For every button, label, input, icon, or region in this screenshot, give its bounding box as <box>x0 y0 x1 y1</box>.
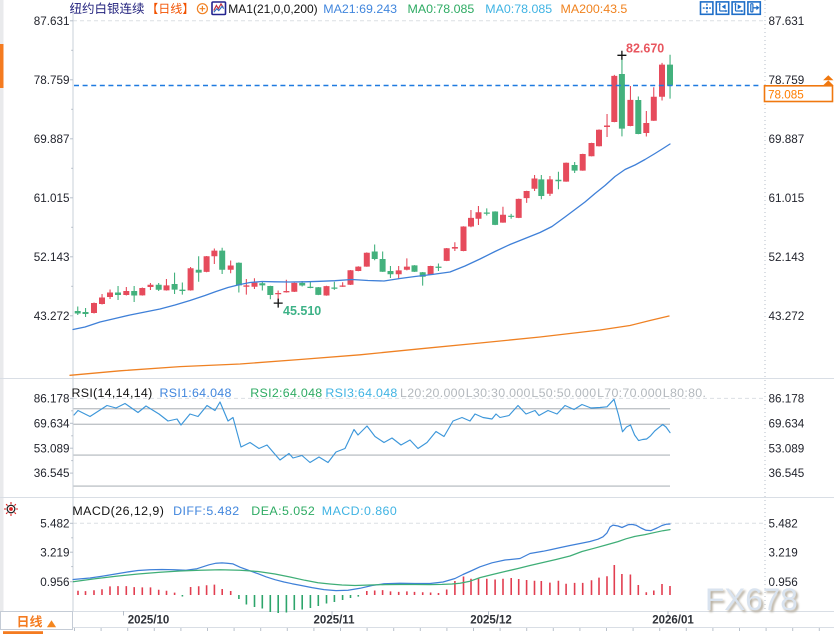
svg-text:61.015: 61.015 <box>769 192 805 205</box>
svg-text:36.545: 36.545 <box>34 467 70 480</box>
svg-text:L30:30.000: L30:30.000 <box>466 386 531 400</box>
svg-text:43.272: 43.272 <box>34 310 70 323</box>
svg-text:2025/12: 2025/12 <box>470 615 512 627</box>
svg-text:L20:20.000: L20:20.000 <box>400 386 465 400</box>
svg-text:69.634: 69.634 <box>769 417 805 430</box>
svg-text:78.759: 78.759 <box>34 74 70 87</box>
svg-text:RSI3:64.048: RSI3:64.048 <box>325 386 397 400</box>
svg-text:87.631: 87.631 <box>769 15 805 28</box>
svg-text:DIFF:5.482: DIFF:5.482 <box>173 504 239 518</box>
svg-text:69.887: 69.887 <box>34 133 70 146</box>
svg-text:69.887: 69.887 <box>769 133 805 146</box>
svg-text:52.143: 52.143 <box>769 251 805 264</box>
svg-text:3.219: 3.219 <box>769 546 798 559</box>
svg-text:MACD(26,12,9): MACD(26,12,9) <box>72 504 164 518</box>
svg-text:MA0:78.085: MA0:78.085 <box>485 2 552 16</box>
svg-text:0.956: 0.956 <box>769 576 798 589</box>
svg-text:MA200:43.5: MA200:43.5 <box>561 2 628 16</box>
svg-text:5.482: 5.482 <box>769 517 798 530</box>
svg-text:RSI2:64.048: RSI2:64.048 <box>250 386 322 400</box>
svg-text:MACD:0.860: MACD:0.860 <box>322 504 397 518</box>
svg-text:DEA:5.052: DEA:5.052 <box>251 504 315 518</box>
svg-text:MA21:69.243: MA21:69.243 <box>323 2 397 16</box>
svg-text:L50:50.000: L50:50.000 <box>531 386 596 400</box>
svg-text:53.089: 53.089 <box>34 442 70 455</box>
svg-text:3.219: 3.219 <box>40 546 69 559</box>
svg-text:FX678: FX678 <box>705 581 798 617</box>
svg-text:86.178: 86.178 <box>34 393 70 406</box>
svg-text:0.956: 0.956 <box>40 576 69 589</box>
svg-text:53.089: 53.089 <box>769 442 805 455</box>
svg-text:2025/10: 2025/10 <box>128 615 170 627</box>
svg-text:86.178: 86.178 <box>769 393 805 406</box>
svg-text:52.143: 52.143 <box>34 251 70 264</box>
svg-text:L80:80.: L80:80. <box>663 386 706 400</box>
svg-text:61.015: 61.015 <box>34 192 70 205</box>
svg-text:82.670: 82.670 <box>626 42 664 56</box>
svg-text:78.759: 78.759 <box>769 74 805 87</box>
svg-text:36.545: 36.545 <box>769 467 805 480</box>
svg-text:MA1(21,0,0,200): MA1(21,0,0,200) <box>228 2 317 16</box>
svg-text:45.510: 45.510 <box>283 304 321 318</box>
svg-text:2025/11: 2025/11 <box>314 615 356 627</box>
svg-text:87.631: 87.631 <box>34 15 70 28</box>
svg-text:69.634: 69.634 <box>34 417 70 430</box>
svg-text:5.482: 5.482 <box>40 517 69 530</box>
svg-text:43.272: 43.272 <box>769 310 805 323</box>
svg-text:2026/01: 2026/01 <box>652 615 694 627</box>
svg-text:RSI(14,14,14): RSI(14,14,14) <box>72 386 153 400</box>
svg-text:L70:70.000: L70:70.000 <box>597 386 662 400</box>
svg-text:78.085: 78.085 <box>768 88 804 101</box>
svg-text:MA0:78.085: MA0:78.085 <box>408 2 475 16</box>
svg-text:RSI1:64.048: RSI1:64.048 <box>160 386 232 400</box>
